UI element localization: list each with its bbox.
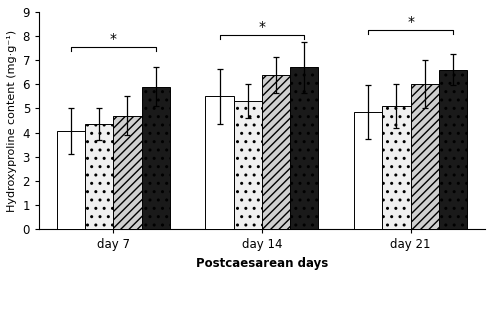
Bar (57, 131, 85, 229)
Bar (290, 67, 318, 229)
Bar (410, 84, 439, 229)
Text: *: * (110, 32, 117, 46)
X-axis label: Postcaesarean days: Postcaesarean days (196, 257, 328, 270)
Bar (439, 70, 467, 229)
Bar (382, 106, 410, 229)
Y-axis label: Hydroxyproline content (mg·g⁻¹): Hydroxyproline content (mg·g⁻¹) (7, 29, 17, 211)
Bar (206, 96, 234, 229)
Bar (354, 112, 382, 229)
Bar (85, 124, 114, 229)
Bar (114, 116, 141, 229)
Bar (262, 75, 290, 229)
Legend: Vehicle, 0.125g/kgbw MCPs, 0.375g/kgbw MCPs, 1.125g/kgbw MCPs: Vehicle, 0.125g/kgbw MCPs, 0.375g/kgbw M… (60, 315, 464, 318)
Text: *: * (407, 15, 414, 29)
Text: *: * (258, 20, 266, 34)
Bar (234, 101, 262, 229)
Bar (142, 87, 170, 229)
